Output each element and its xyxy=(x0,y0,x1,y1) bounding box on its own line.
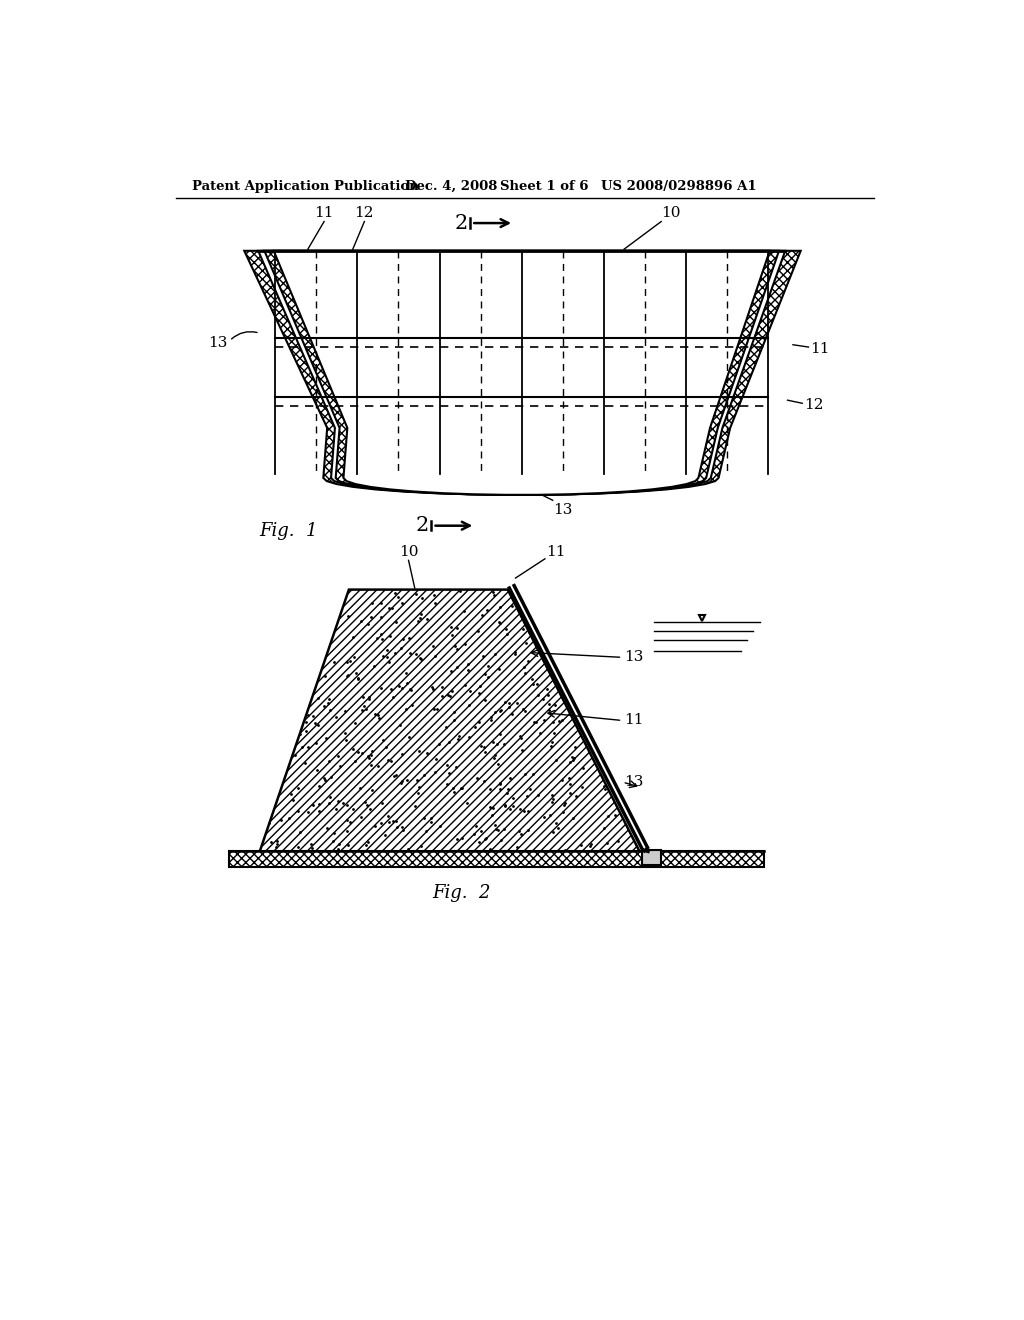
Polygon shape xyxy=(273,251,770,495)
Text: 2: 2 xyxy=(416,516,429,535)
Text: 2: 2 xyxy=(455,214,467,232)
Text: Fig.  1: Fig. 1 xyxy=(260,521,318,540)
Text: Dec. 4, 2008: Dec. 4, 2008 xyxy=(406,180,498,193)
Text: 13: 13 xyxy=(208,337,227,350)
Text: 13: 13 xyxy=(553,503,572,516)
Text: 13: 13 xyxy=(624,651,643,664)
Text: 11: 11 xyxy=(624,714,643,727)
Polygon shape xyxy=(258,251,785,495)
Polygon shape xyxy=(245,251,801,495)
Text: 10: 10 xyxy=(662,206,681,220)
Polygon shape xyxy=(260,590,640,851)
Text: 12: 12 xyxy=(354,206,374,220)
Text: 13: 13 xyxy=(624,775,643,789)
Polygon shape xyxy=(264,251,779,495)
Text: Patent Application Publication: Patent Application Publication xyxy=(191,180,418,193)
Text: 10: 10 xyxy=(398,545,418,558)
Text: Fig.  2: Fig. 2 xyxy=(432,884,490,902)
Text: 11: 11 xyxy=(547,545,566,558)
Text: 11: 11 xyxy=(314,206,334,220)
Text: 11: 11 xyxy=(810,342,829,355)
Polygon shape xyxy=(228,851,764,867)
Text: 12: 12 xyxy=(804,397,823,412)
Text: Sheet 1 of 6: Sheet 1 of 6 xyxy=(500,180,589,193)
Text: US 2008/0298896 A1: US 2008/0298896 A1 xyxy=(601,180,757,193)
Bar xyxy=(642,850,662,866)
